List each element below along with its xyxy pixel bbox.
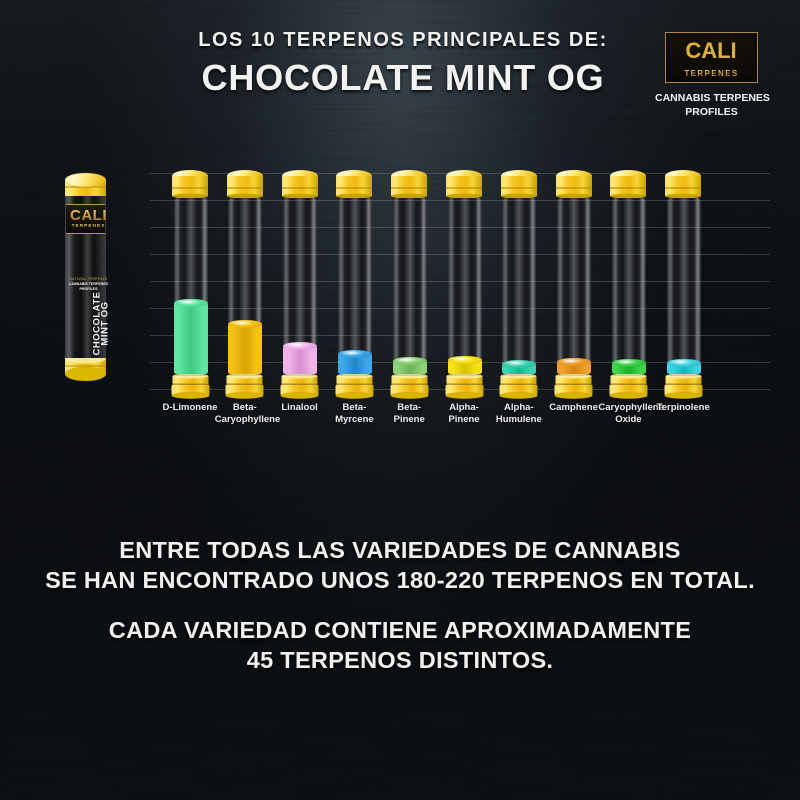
svg-text:CALI: CALI xyxy=(685,38,736,63)
